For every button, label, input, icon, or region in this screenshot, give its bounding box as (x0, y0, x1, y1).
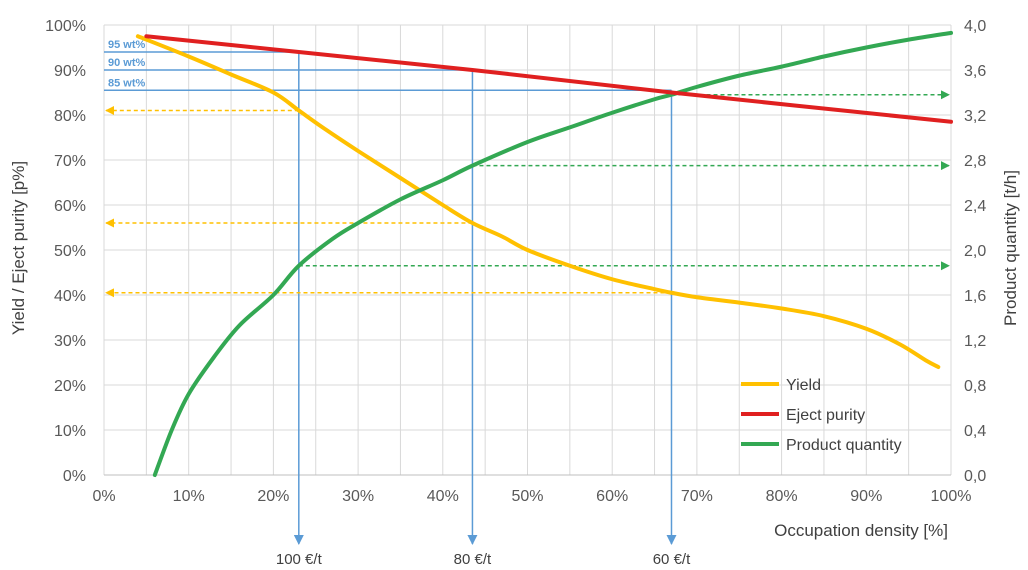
y-left-tick-label: 60% (54, 198, 86, 215)
x-tick-label: 20% (257, 488, 289, 505)
y-left-tick-label: 90% (54, 63, 86, 80)
y-right-tick-label: 1,6 (964, 288, 986, 305)
x-tick-label: 10% (173, 488, 205, 505)
purity-label: 85 wt% (108, 77, 146, 89)
y-left-tick-label: 10% (54, 423, 86, 440)
y-right-tick-label: 1,2 (964, 333, 986, 350)
purity-label: 90 wt% (108, 57, 146, 69)
x-tick-label: 40% (427, 488, 459, 505)
y-left-tick-label: 80% (54, 108, 86, 125)
cost-label: 100 €/t (276, 551, 323, 568)
cost-label: 60 €/t (653, 551, 691, 568)
y-left-tick-label: 40% (54, 288, 86, 305)
y-right-tick-label: 2,0 (964, 243, 986, 260)
y-left-tick-label: 30% (54, 333, 86, 350)
x-axis-title: Occupation density [%] (774, 521, 948, 540)
series-line-product-quantity (152, 30, 953, 477)
legend-label-yield: Yield (786, 377, 821, 394)
series-lines (135, 30, 953, 477)
y-left-tick-label: 70% (54, 153, 86, 170)
y-right-tick-label: 3,2 (964, 108, 986, 125)
y-right-tick-label: 4,0 (964, 18, 986, 35)
y-left-tick-labels: 0% 10% 20% 30% 40% 50% 60% 70% 80% 90% 100% (45, 18, 86, 485)
legend: Yield Eject purity Product quantity (741, 377, 902, 454)
y-right-tick-label: 2,4 (964, 198, 986, 215)
x-tick-label: 70% (681, 488, 713, 505)
y-left-tick-label: 50% (54, 243, 86, 260)
x-tick-label: 0% (92, 488, 115, 505)
y-right-tick-label: 0,8 (964, 378, 986, 395)
x-tick-label: 90% (850, 488, 882, 505)
y-left-tick-label: 0% (63, 468, 86, 485)
x-tick-label: 80% (766, 488, 798, 505)
y-right-axis-title: Product quantity [t/h] (1001, 170, 1020, 326)
y-right-tick-labels: 0,0 0,4 0,8 1,2 1,6 2,0 2,4 2,8 3,2 3,6 4,0 (964, 18, 986, 485)
y-right-tick-label: 2,8 (964, 153, 986, 170)
cost-label: 80 €/t (454, 551, 492, 568)
y-left-tick-label: 100% (45, 18, 86, 35)
legend-label-product-quantity: Product quantity (786, 437, 902, 454)
legend-label-eject-purity: Eject purity (786, 407, 865, 424)
y-right-tick-label: 3,6 (964, 63, 986, 80)
x-tick-label: 30% (342, 488, 374, 505)
y-right-tick-label: 0,0 (964, 468, 986, 485)
y-left-axis-title: Yield / Eject purity [p%] (9, 161, 28, 335)
y-left-tick-label: 20% (54, 378, 86, 395)
x-tick-label: 100% (931, 488, 972, 505)
series-line-eject-purity (144, 34, 953, 124)
reference-lines: 95 wt% 100 €/t 90 wt% 80 €/t 85 wt% 60 €/t (104, 39, 950, 568)
series-line-yield (135, 34, 941, 369)
x-tick-label: 50% (511, 488, 543, 505)
y-right-tick-label: 0,4 (964, 423, 986, 440)
purity-label: 95 wt% (108, 39, 146, 51)
x-tick-labels: 0% 10% 20% 30% 40% 50% 60% 70% 80% 90% 100% (92, 488, 971, 505)
x-tick-label: 60% (596, 488, 628, 505)
